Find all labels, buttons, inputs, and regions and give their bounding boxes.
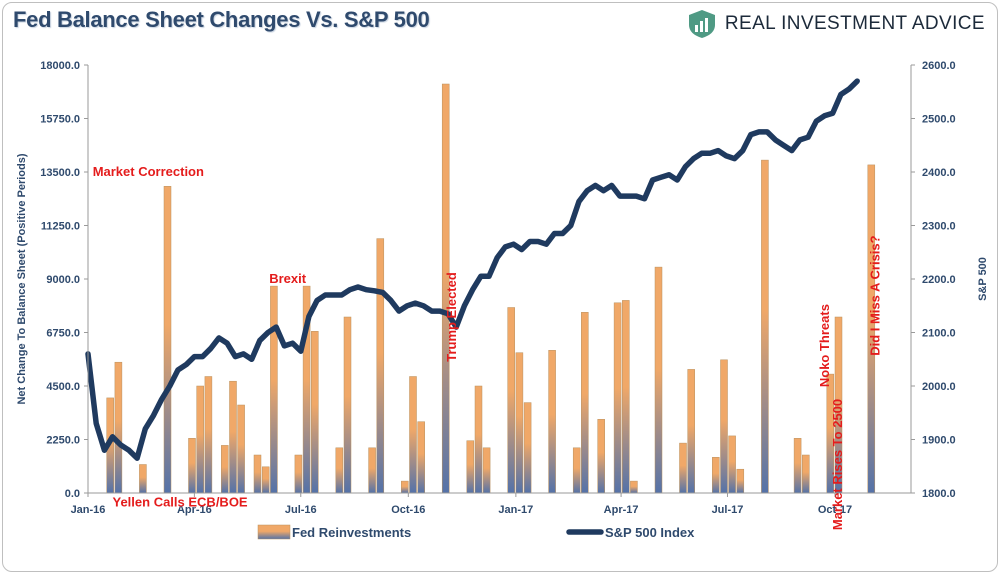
bar [294, 454, 303, 494]
bar [679, 442, 687, 494]
y-tick-label: 9000.0 [46, 274, 80, 286]
bar [401, 480, 409, 494]
x-tick-label: Jan-16 [71, 504, 106, 516]
bar [368, 447, 376, 494]
x-tick-label: Apr-16 [177, 504, 212, 516]
bar [613, 302, 622, 494]
brand: REAL INVESTMENT ADVICE [687, 9, 985, 39]
y2-tick-label: 2300.0 [922, 221, 956, 233]
y2-tick-label: 2000.0 [922, 381, 956, 393]
chart-plot: 0.0 2250.0 4500.0 6750.0 9000.0 11250.0 13500.… [16, 60, 989, 540]
bar [548, 350, 556, 494]
y-tick-label: 11250.0 [41, 221, 80, 233]
bar [728, 435, 736, 494]
annotation-label: Market Correction [93, 164, 204, 179]
bar [139, 464, 147, 494]
bar [417, 421, 425, 494]
bar [597, 419, 605, 494]
bar [163, 186, 172, 494]
legend-label-bars: Fed Reinvestments [292, 525, 411, 540]
bar [572, 447, 581, 494]
y-tick-label: 13500.0 [40, 167, 80, 179]
bar [482, 447, 491, 494]
annotation-label: Market Rises To 2500 [830, 399, 845, 530]
bar [311, 331, 319, 494]
legend-swatch-bars [257, 524, 291, 540]
chart-title: Fed Balance Sheet Changes Vs. S&P 500 [13, 7, 430, 32]
bar [188, 438, 196, 494]
bar [687, 369, 695, 494]
bar [761, 159, 769, 494]
y2-tick-label: 2400.0 [922, 167, 956, 179]
bar [793, 438, 802, 494]
shield-chart-icon [688, 10, 715, 38]
bar [376, 238, 385, 494]
bar [515, 352, 524, 494]
y-tick-label: 2250.0 [46, 435, 80, 447]
x-tick-label: Oct-16 [391, 504, 425, 516]
bar [630, 480, 638, 494]
y2-tick-label: 2500.0 [922, 114, 956, 126]
bar [720, 359, 728, 494]
bar [654, 266, 663, 494]
y-axis-title: Net Change To Balance Sheet (Positive Pe… [16, 153, 28, 404]
annotation-label: Did I Miss A Crisis? [867, 235, 882, 355]
y2-tick-label: 2600.0 [922, 60, 956, 72]
annotation-label: Noko Threats [817, 304, 832, 387]
bar [343, 316, 352, 494]
y-tick-label: 0.0 [65, 488, 80, 500]
y2-tick-label: 1800.0 [922, 488, 956, 500]
legend-label-line: S&P 500 Index [605, 525, 695, 540]
bar [802, 454, 810, 494]
bar [523, 402, 532, 494]
y2-tick-label: 2100.0 [922, 328, 956, 340]
y-tick-label: 15750.0 [40, 114, 80, 126]
bar [204, 376, 213, 494]
bar [581, 312, 589, 494]
bar [712, 457, 720, 494]
bar-series [106, 83, 876, 494]
bar [229, 380, 237, 494]
x-tick-label: Jul-16 [285, 504, 317, 516]
x-tick-label: Jul-17 [712, 504, 744, 516]
bar [466, 440, 475, 494]
x-tick-label: Apr-17 [604, 504, 639, 516]
x-tick-label: Oct-17 [818, 504, 852, 516]
bar [114, 361, 123, 494]
y2-axis-title: S&P 500 [977, 257, 989, 301]
bar [261, 466, 270, 494]
y-tick-label: 18000.0 [40, 60, 80, 72]
annotation-label: Trump Elected [444, 272, 459, 362]
annotations: Market Correction Yellen Calls ECB/BOE Bre… [93, 164, 883, 530]
y2-tick-label: 1900.0 [922, 435, 956, 447]
bar [221, 445, 229, 494]
bar [736, 468, 745, 494]
sp500-line [85, 78, 860, 461]
bar [409, 376, 417, 494]
bar [270, 285, 278, 494]
y-tick-label: 4500.0 [46, 381, 80, 393]
y-tick-label: 6750.0 [46, 328, 80, 340]
bar [474, 385, 483, 494]
bar [622, 300, 630, 494]
annotation-label: Yellen Calls ECB/BOE [113, 495, 248, 510]
y2-tick-label: 2200.0 [922, 274, 956, 286]
x-tick-label: Jan-17 [498, 504, 533, 516]
bar [335, 447, 344, 494]
bar [253, 454, 262, 494]
brand-name: REAL INVESTMENT ADVICE [724, 13, 985, 34]
legend: Fed Reinvestments S&P 500 Index [257, 524, 695, 540]
bar [196, 385, 204, 494]
bar [507, 307, 515, 494]
axes: 0.0 2250.0 4500.0 6750.0 9000.0 11250.0 13500.… [16, 60, 989, 516]
bar [237, 404, 245, 494]
annotation-label: Brexit [269, 271, 307, 286]
